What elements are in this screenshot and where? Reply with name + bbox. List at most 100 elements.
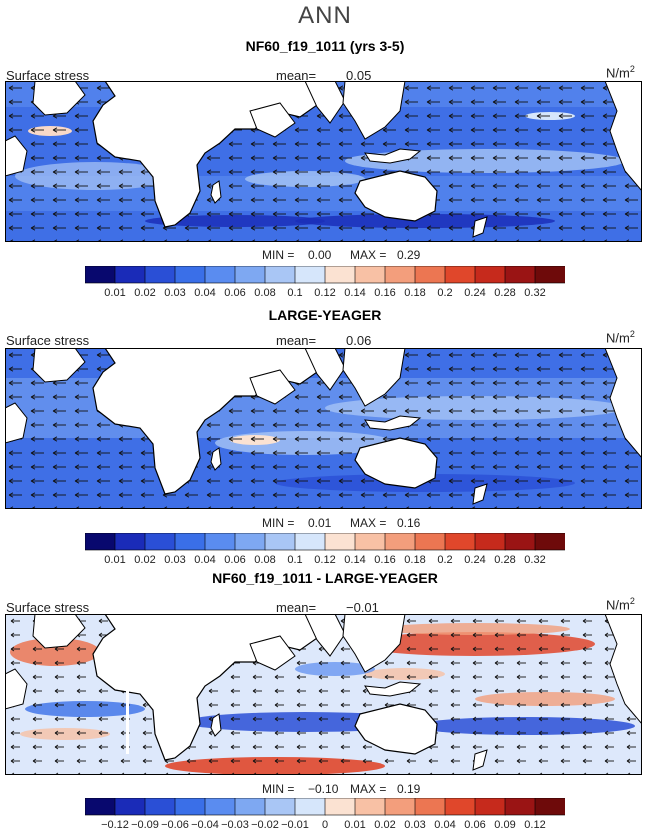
- land-australia: [354, 437, 438, 489]
- colorbar-swatch: [204, 266, 236, 284]
- panel-3-max-value: 0.19: [397, 782, 421, 796]
- colorbar-tick-label: 0.04: [194, 554, 215, 566]
- colorbar-tick-label: −0.03: [221, 819, 249, 831]
- land-south-america-east: [5, 668, 28, 710]
- colorbar-swatch: [114, 798, 146, 816]
- colorbar-swatch: [474, 533, 506, 551]
- colorbar-tick-label: 0.04: [434, 819, 455, 831]
- panel-2-max-label: MAX =: [350, 516, 387, 530]
- colorbar-swatch: [444, 533, 476, 551]
- colorbar-swatch: [504, 798, 536, 816]
- panel-1-field-label: Surface stress: [6, 68, 90, 83]
- panel-3-mean-label: mean=: [276, 600, 317, 615]
- colorbar-swatch: [204, 798, 236, 816]
- colorbar-swatch: [85, 266, 116, 284]
- colorbar-tick-label: −0.12: [101, 819, 129, 831]
- colorbar-swatch: [444, 266, 476, 284]
- colorbar-tick-label: 0.28: [494, 287, 515, 299]
- panel-2-max-value: 0.16: [397, 516, 421, 530]
- panel-1-mean-label: mean=: [276, 68, 317, 83]
- colorbar-swatch: [534, 798, 565, 816]
- colorbar-tick-label: −0.06: [161, 819, 189, 831]
- colorbar-tick-label: 0.2: [437, 554, 452, 566]
- land-arabia: [249, 102, 296, 138]
- colorbar-tick-label: 0.1: [287, 287, 302, 299]
- panel-3-title: NF60_f19_1011 - LARGE-YEAGER: [212, 570, 438, 586]
- colorbar-tick-label: 0.02: [134, 554, 155, 566]
- land-south-america-east: [5, 402, 28, 444]
- land-india: [304, 348, 346, 391]
- map-frame: [5, 81, 642, 242]
- land-europe-north: [32, 348, 86, 383]
- land-new-zealand: [472, 483, 488, 505]
- colorbar-swatch: [354, 533, 386, 551]
- colorbar-swatch: [354, 798, 386, 816]
- panel-3-map: [5, 614, 642, 775]
- colorbar-tick-label: 0: [322, 819, 328, 831]
- colorbar-tick-label: 0.03: [404, 819, 425, 831]
- land-se-asia: [342, 81, 406, 140]
- colorbar-swatch: [474, 798, 506, 816]
- panel-1-min-value: 0.00: [308, 248, 332, 262]
- colorbar-swatch: [384, 798, 416, 816]
- colorbar-tick-label: 0.06: [224, 554, 245, 566]
- panel-3-min-label: MIN =: [262, 782, 295, 796]
- colorbar-swatch: [85, 798, 116, 816]
- colorbar-swatch: [414, 533, 446, 551]
- colorbar-swatch: [204, 533, 236, 551]
- colorbar-swatch: [384, 533, 416, 551]
- colorbar-tick-label: 0.32: [524, 554, 545, 566]
- colorbar-tick-label: 0.32: [524, 287, 545, 299]
- land-australia: [354, 170, 438, 222]
- colorbar-tick-label: 0.03: [164, 554, 185, 566]
- colorbar-tick-label: 0.14: [344, 554, 365, 566]
- land-australia: [354, 703, 438, 755]
- colorbar-swatch: [174, 266, 206, 284]
- colorbar-swatch: [534, 533, 565, 551]
- colorbar-swatch: [414, 798, 446, 816]
- land-se-asia: [342, 614, 406, 673]
- data-gap-stripe: [126, 684, 129, 754]
- colorbar-tick-label: 0.06: [464, 819, 485, 831]
- land-europe-north: [32, 614, 86, 649]
- colorbar-swatch: [114, 533, 146, 551]
- panel-2-units: N/m2: [606, 329, 635, 346]
- colorbar-tick-label: 0.16: [374, 554, 395, 566]
- panel-2-mean-label: mean=: [276, 333, 317, 348]
- colorbar-swatch: [504, 533, 536, 551]
- colorbar-swatch: [474, 266, 506, 284]
- colorbar-tick-label: 0.2: [437, 287, 452, 299]
- colorbar-swatch: [234, 533, 266, 551]
- colorbar-tick-label: 0.06: [224, 287, 245, 299]
- land-new-zealand: [472, 749, 488, 771]
- land-arabia: [249, 369, 296, 405]
- colorbar-swatch: [264, 533, 296, 551]
- colorbar-swatch: [85, 533, 116, 551]
- panel-3-mean-value: −0.01: [346, 600, 379, 615]
- land-new-zealand: [472, 216, 488, 238]
- panel-1-title: NF60_f19_1011 (yrs 3-5): [245, 38, 405, 54]
- colorbar-tick-label: 0.08: [254, 554, 275, 566]
- land-india: [304, 614, 346, 657]
- land-arabia: [249, 635, 296, 671]
- land-maritime-continent: [364, 148, 422, 164]
- panel-3-max-label: MAX =: [350, 782, 387, 796]
- colorbar-tick-label: 0.09: [494, 819, 515, 831]
- panel-3-field-label: Surface stress: [6, 600, 90, 615]
- land-americas: [604, 81, 642, 192]
- panel-1-colorbar: 0.01 0.02 0.03 0.04 0.06 0.08 0.1 0.12 0.14 0.16 0…: [85, 266, 565, 299]
- colorbar-tick-label: 0.1: [287, 554, 302, 566]
- panel-1-min-label: MIN =: [262, 248, 295, 262]
- colorbar-tick-label: 0.16: [374, 287, 395, 299]
- panel-2-colorbar: 0.01 0.02 0.03 0.04 0.06 0.08 0.1 0.12 0.14 0.16 0…: [85, 533, 565, 566]
- panel-3-colorbar: −0.12 −0.09 −0.06 −0.04 −0.03 −0.02 −0.01 0 0.01…: [85, 798, 565, 831]
- colorbar-swatch: [534, 266, 565, 284]
- panel-2-title: LARGE-YEAGER: [268, 307, 382, 323]
- colorbar-tick-label: −0.09: [131, 819, 159, 831]
- colorbar-swatch: [264, 798, 296, 816]
- colorbar-swatch: [114, 266, 146, 284]
- panel-1-max-value: 0.29: [397, 248, 421, 262]
- land-india: [304, 81, 346, 124]
- colorbar-tick-label: 0.28: [494, 554, 515, 566]
- colorbar-tick-label: 0.03: [164, 287, 185, 299]
